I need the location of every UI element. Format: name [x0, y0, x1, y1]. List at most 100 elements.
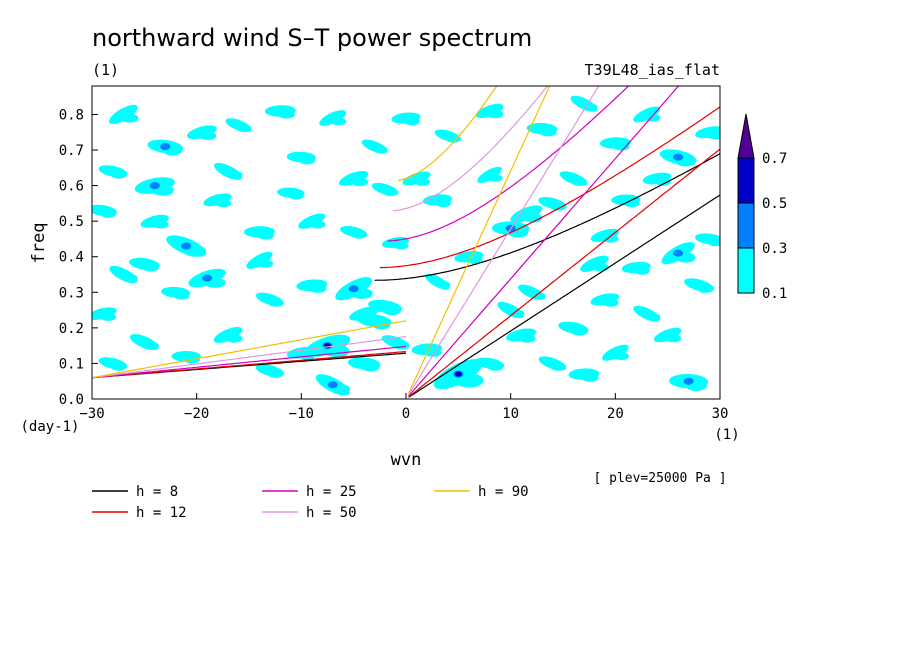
power-blob	[477, 166, 503, 183]
power-blob	[590, 228, 620, 243]
dispersion-curve-h90	[92, 86, 551, 394]
legend-entry-h12: h = 12	[92, 505, 187, 521]
power-blob	[684, 278, 714, 293]
power-blob	[298, 213, 326, 229]
power-blob	[134, 177, 175, 196]
legend-label: h = 25	[306, 484, 357, 500]
power-blob	[166, 235, 207, 257]
power-blob	[621, 261, 651, 275]
power-blob	[659, 149, 697, 167]
power-blob	[653, 327, 682, 343]
x-tick-label: −20	[184, 406, 209, 422]
power-blob	[518, 284, 546, 301]
unit-label: (1)	[92, 61, 119, 79]
power-blob	[633, 305, 661, 322]
x-axis-ticks: −30 −20 −10 0 10 20 30	[79, 393, 728, 422]
power-blob	[108, 104, 139, 125]
y-tick-label: 0.0	[59, 392, 84, 408]
colorbar-swatch	[737, 202, 755, 249]
y-tick-label: 0.8	[59, 107, 84, 123]
power-blob	[669, 374, 709, 392]
legend-label: h = 90	[478, 484, 529, 500]
power-blob	[225, 118, 252, 133]
power-blob	[558, 321, 589, 336]
power-blob	[255, 292, 284, 307]
power-blob	[568, 368, 600, 382]
power-blob	[434, 129, 462, 143]
dispersion-curve-h50	[92, 86, 600, 396]
dispersion-curve-h25	[92, 86, 680, 397]
power-blob	[255, 364, 285, 378]
power-blob	[580, 255, 609, 272]
power-blob	[661, 242, 696, 265]
power-blob	[422, 194, 452, 208]
y-tick-label: 0.3	[59, 285, 84, 301]
spectrum-shading	[92, 95, 720, 396]
power-blob	[349, 306, 380, 322]
power-blob	[264, 105, 296, 119]
power-blob	[296, 279, 328, 293]
power-blob	[186, 125, 217, 140]
colorbar-label: 0.1	[762, 286, 787, 302]
power-blob	[601, 344, 629, 361]
x-unit-label: (1)	[714, 427, 739, 443]
x-axis-title: wvn	[391, 450, 422, 470]
power-blob	[213, 327, 243, 343]
power-blob	[497, 301, 525, 319]
power-blob	[92, 307, 117, 321]
power-blob	[590, 293, 620, 307]
power-blob	[213, 162, 243, 180]
x-tick-label: 10	[502, 406, 519, 422]
y-tick-label: 0.4	[59, 250, 84, 266]
legend-entry-h90: h = 90	[434, 484, 529, 500]
power-blob	[246, 251, 274, 269]
y-tick-label: 0.5	[59, 214, 84, 230]
y-axis-title: freq	[29, 223, 49, 264]
power-blob	[611, 194, 641, 208]
legend-entry-h50: h = 50	[262, 505, 357, 521]
power-blob	[391, 112, 421, 126]
power-blob	[340, 226, 368, 239]
power-blob	[454, 251, 484, 265]
power-blob	[642, 172, 672, 186]
power-blob	[570, 95, 598, 112]
x-tick-label: 20	[607, 406, 624, 422]
power-blob	[695, 126, 720, 140]
power-blob	[129, 257, 160, 272]
colorbar: 0.7 0.5 0.3 0.1	[737, 113, 787, 302]
power-blob	[475, 103, 504, 119]
colorbar-label: 0.5	[762, 196, 787, 212]
curve-legend: h = 8 h = 12 h = 25 h = 50 h = 90	[92, 484, 529, 521]
power-blob	[347, 357, 381, 372]
run-label: T39L48_ias_flat	[585, 61, 720, 79]
power-blob	[98, 165, 128, 179]
legend-label: h = 50	[306, 505, 357, 521]
power-blob	[203, 193, 232, 208]
power-blob	[315, 374, 351, 396]
colorbar-swatch	[737, 247, 755, 294]
legend-label: h = 12	[136, 505, 187, 521]
power-blob	[538, 196, 567, 211]
x-tick-label: −10	[289, 406, 314, 422]
power-blob	[510, 205, 543, 223]
colorbar-swatch	[737, 157, 755, 204]
power-blob	[538, 356, 567, 371]
dispersion-curve-h12	[92, 106, 720, 398]
power-blob	[371, 182, 399, 197]
x-tick-label: −30	[79, 406, 104, 422]
y-axis-ticks: 0.0 0.1 0.2 0.3 0.4 0.5 0.6 0.7 0.8	[59, 107, 98, 408]
y-unit-label: (day-1)	[20, 419, 79, 435]
legend-label: h = 8	[136, 484, 178, 500]
power-blob	[425, 273, 451, 290]
power-blob	[339, 170, 369, 187]
legend-entry-h8: h = 8	[92, 484, 178, 500]
power-blob	[244, 226, 275, 240]
power-blob	[506, 328, 537, 343]
power-blob	[171, 350, 201, 364]
power-blob	[319, 110, 347, 126]
dispersion-curves	[92, 86, 720, 398]
x-tick-label: 0	[402, 406, 410, 422]
legend-entry-h25: h = 25	[262, 484, 357, 500]
x-tick-label: 30	[712, 406, 729, 422]
power-blob	[695, 233, 720, 247]
